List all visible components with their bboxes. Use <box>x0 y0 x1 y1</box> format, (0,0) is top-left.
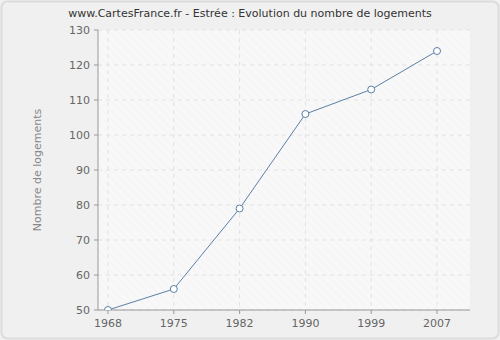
tick-label: 50 <box>76 304 90 317</box>
tick-label: 100 <box>69 129 90 142</box>
tick <box>305 310 306 314</box>
tick-label: 90 <box>76 164 90 177</box>
marker <box>434 48 441 55</box>
tick <box>239 310 240 314</box>
title: www.CartesFrance.fr - Estrée : Evolution… <box>68 7 432 20</box>
tick <box>94 275 98 276</box>
tick-label: 1999 <box>357 317 385 330</box>
y-axis <box>98 30 99 310</box>
grid-line <box>98 275 470 276</box>
tick-label: 120 <box>69 59 90 72</box>
tick <box>173 310 174 314</box>
grid-line <box>239 30 240 310</box>
frame <box>2 2 499 339</box>
grid-line <box>98 100 470 101</box>
series <box>105 48 441 311</box>
tick-label: 1968 <box>94 317 122 330</box>
tick-label: 60 <box>76 269 90 282</box>
grid-line <box>305 30 306 310</box>
grid-line <box>437 30 438 310</box>
tick <box>371 310 372 314</box>
tick <box>94 170 98 171</box>
background <box>0 0 500 340</box>
marker <box>170 286 177 293</box>
grid-line <box>98 205 470 206</box>
grid-line <box>98 30 470 31</box>
tick-label: 1990 <box>291 317 319 330</box>
grid-line <box>98 240 470 241</box>
tick <box>108 310 109 314</box>
grid-line <box>98 135 470 136</box>
x-axis <box>98 310 470 311</box>
tick <box>94 135 98 136</box>
tick <box>94 205 98 206</box>
tick-label: 70 <box>76 234 90 247</box>
tick-label: 1982 <box>226 317 254 330</box>
tick <box>94 240 98 241</box>
grid-line <box>371 30 372 310</box>
tick-label: 110 <box>69 94 90 107</box>
line <box>108 51 437 310</box>
marker <box>368 86 375 93</box>
tick-label: 1975 <box>160 317 188 330</box>
tick <box>94 65 98 66</box>
marker <box>105 307 112 311</box>
tick <box>94 310 98 311</box>
tick-label: 80 <box>76 199 90 212</box>
grid-line <box>98 310 470 311</box>
grid-line <box>108 30 109 310</box>
plot-area <box>98 30 470 310</box>
tick-label: 2007 <box>423 317 451 330</box>
grid-line <box>173 30 174 310</box>
y-label: Nombre de logements <box>31 108 44 231</box>
tick <box>437 310 438 314</box>
marker <box>236 205 243 212</box>
grid-line <box>98 170 470 171</box>
tick <box>94 30 98 31</box>
tick-label: 130 <box>69 24 90 37</box>
marker <box>302 111 309 118</box>
tick <box>94 100 98 101</box>
